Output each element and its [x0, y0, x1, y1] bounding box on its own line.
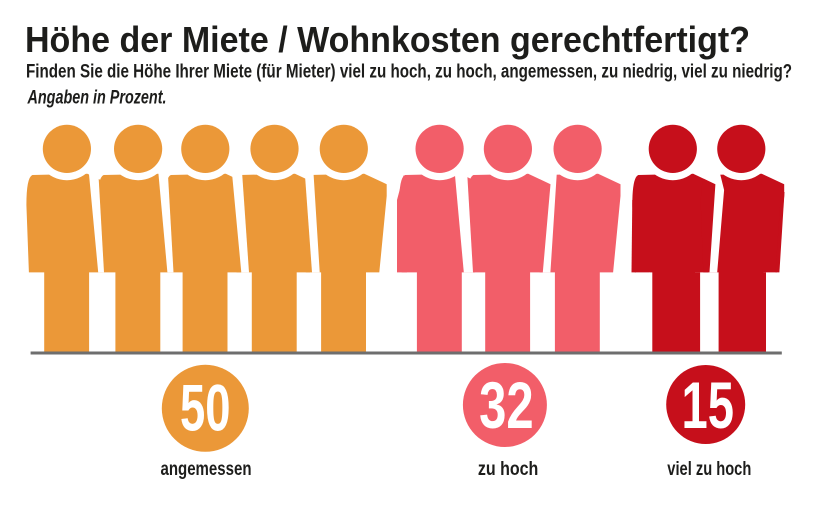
svg-text:15: 15 [682, 369, 735, 442]
svg-text:Höhe der Miete / Wohnkosten ge: Höhe der Miete / Wohnkosten gerechtferti… [25, 20, 750, 60]
svg-text:32: 32 [479, 369, 534, 442]
svg-text:Finden Sie die Höhe Ihrer Miet: Finden Sie die Höhe Ihrer Miete (für Mie… [26, 61, 792, 82]
svg-text:angemessen: angemessen [161, 458, 252, 480]
svg-text:viel zu hoch: viel zu hoch [667, 458, 751, 480]
svg-text:Angaben in Prozent.: Angaben in Prozent. [27, 86, 167, 108]
svg-text:50: 50 [180, 371, 231, 444]
svg-text:zu hoch: zu hoch [478, 458, 539, 480]
